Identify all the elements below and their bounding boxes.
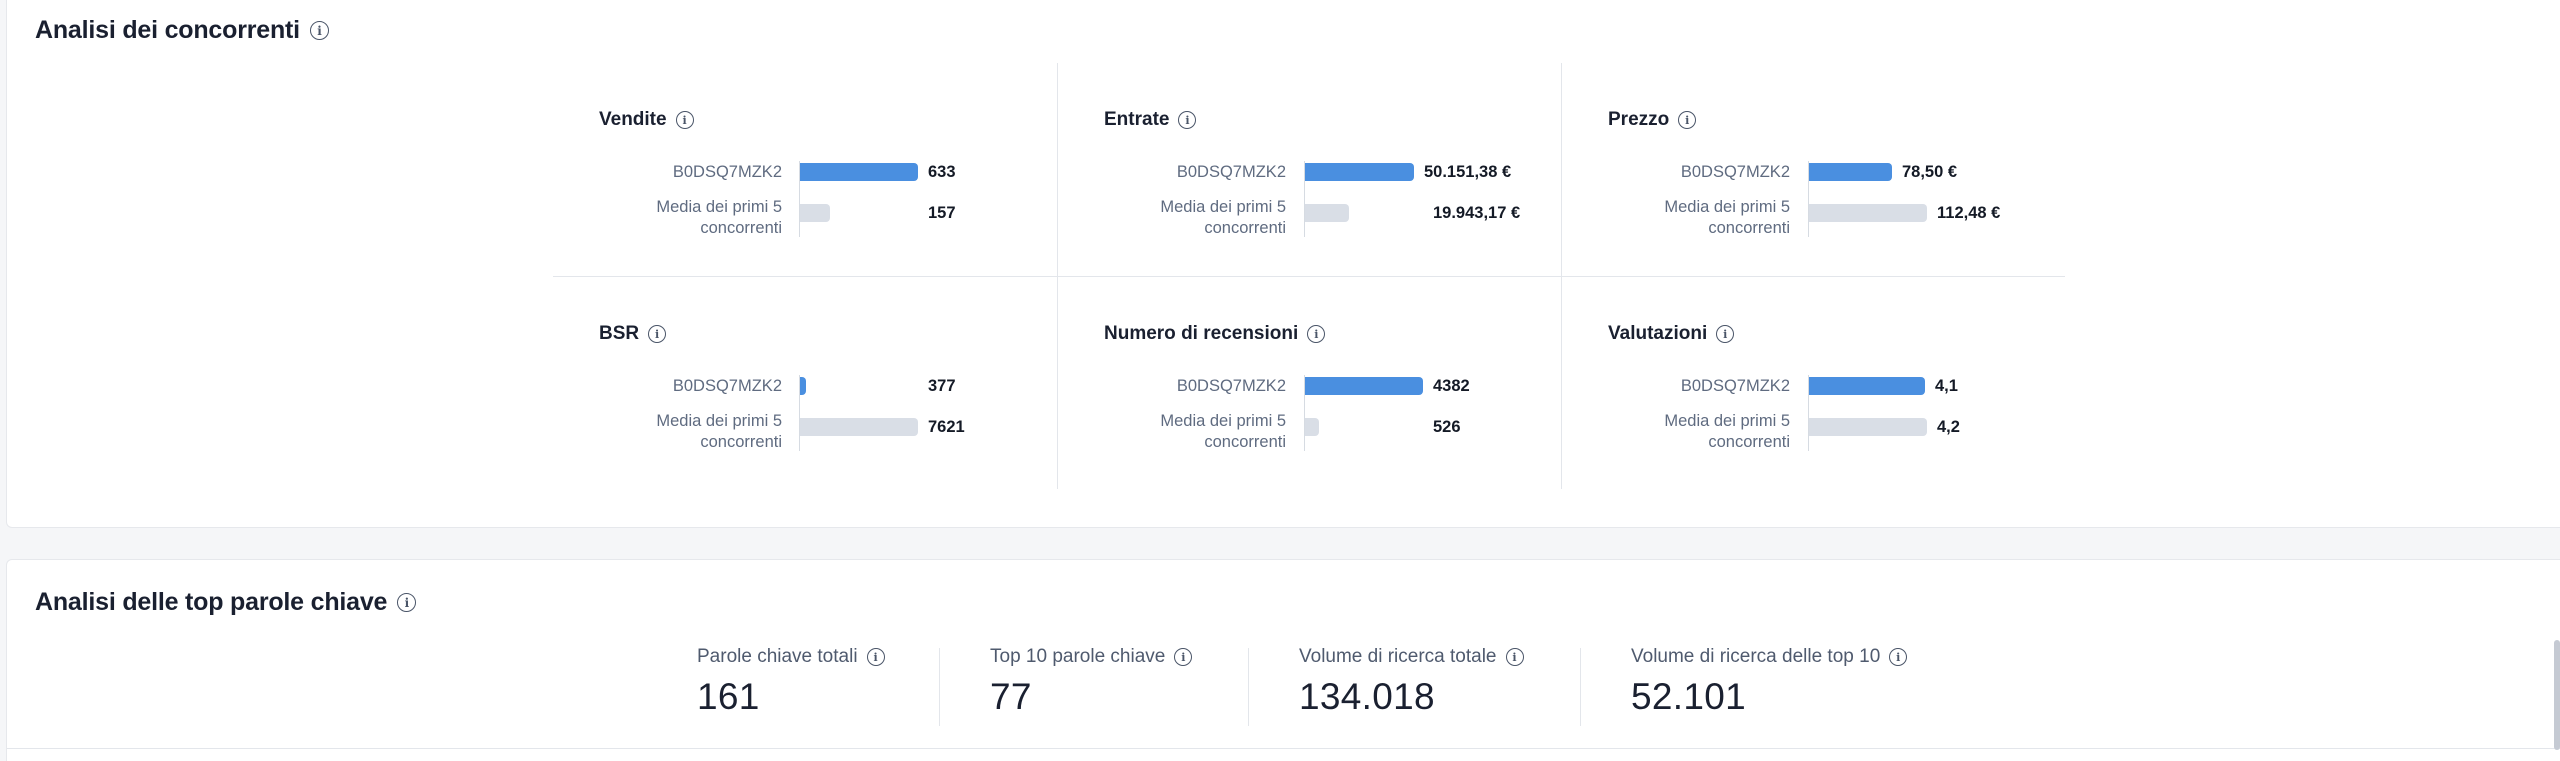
metric-title: Entrate i [1104, 109, 1197, 131]
kpi-divider [939, 648, 940, 726]
info-icon[interactable]: i [1889, 648, 1908, 666]
info-icon[interactable]: i [648, 325, 667, 343]
metric-title: BSR i [599, 323, 667, 345]
competitor-average-bar [1809, 204, 1927, 222]
info-icon[interactable]: i [1678, 111, 1697, 129]
metric-title: Valutazioni i [1608, 323, 1735, 345]
product-bar [1305, 163, 1414, 181]
top-keywords-title: Analisi delle top parole chiave i [35, 588, 417, 617]
product-bar [1809, 377, 1925, 395]
kpi-value: 77 [990, 676, 1032, 717]
product-value: 4382 [1433, 377, 1470, 395]
product-label: B0DSQ7MZK2 [1680, 377, 1790, 395]
info-icon[interactable]: i [397, 593, 417, 612]
competitor-analysis-card: Analisi dei concorrenti i Vendite i B0DSQ7… [6, 0, 2560, 528]
product-bar [800, 377, 806, 395]
competitor-average-label: Media dei primi 5 concorrenti [1664, 412, 1790, 451]
product-label: B0DSQ7MZK2 [1176, 163, 1286, 181]
metric-cell: BSR i B0DSQ7MZK2 Media dei primi 5 concorre… [553, 276, 1057, 489]
info-icon[interactable]: i [1505, 648, 1524, 666]
product-value: 377 [928, 377, 956, 395]
product-value: 4,1 [1935, 377, 1958, 395]
info-icon[interactable]: i [1307, 325, 1326, 343]
competitor-average-label: Media dei primi 5 concorrenti [1160, 198, 1286, 237]
kpi-label: Top 10 parole chiave [990, 646, 1166, 667]
kpi-label: Volume di ricerca delle top 10 [1631, 646, 1881, 667]
competitor-average-bar [800, 204, 830, 222]
kpi-top10-keywords: Top 10 parole chiave i 77 [990, 646, 1193, 724]
keyword-kpis: Parole chiave totali i 161 Top 10 parole … [7, 646, 2560, 726]
metric-title: Numero di recensioni i [1104, 323, 1326, 345]
info-icon[interactable]: i [1174, 648, 1193, 666]
bar-axis [799, 161, 800, 237]
metric-title: Prezzo i [1608, 109, 1697, 131]
kpi-divider [1580, 648, 1581, 726]
metric-title-text: Numero di recensioni [1104, 323, 1299, 344]
bar-axis [1304, 375, 1305, 451]
competitor-analysis-title: Analisi dei concorrenti i [35, 16, 329, 45]
kpi-total-search-volume: Volume di ricerca totale i 134.018 [1299, 646, 1524, 724]
info-icon[interactable]: i [1178, 111, 1197, 129]
page-scrollbar[interactable] [2554, 640, 2560, 750]
bar-axis [799, 375, 800, 451]
competitor-average-bar [1809, 418, 1927, 436]
metric-title-text: Prezzo [1608, 109, 1670, 130]
metric-title: Vendite i [599, 109, 694, 131]
product-label: B0DSQ7MZK2 [672, 163, 782, 181]
kpi-value: 161 [697, 676, 760, 717]
section-divider [7, 748, 2560, 749]
bar-axis [1808, 161, 1809, 237]
metric-title-text: BSR [599, 323, 640, 344]
product-label: B0DSQ7MZK2 [1680, 163, 1790, 181]
competitor-average-value: 4,2 [1937, 418, 1960, 436]
competitor-average-label: Media dei primi 5 concorrenti [1160, 412, 1286, 451]
product-bar [1809, 163, 1892, 181]
product-value: 633 [928, 163, 956, 181]
metric-cell: Valutazioni i B0DSQ7MZK2 Media dei primi 5 … [1561, 276, 2065, 489]
kpi-label: Volume di ricerca totale [1299, 646, 1497, 667]
metric-cell: Numero di recensioni i B0DSQ7MZK2 Media dei… [1057, 276, 1561, 489]
kpi-total-keywords: Parole chiave totali i 161 [697, 646, 885, 724]
kpi-value: 134.018 [1299, 676, 1435, 717]
competitor-average-bar [1305, 418, 1319, 436]
product-label: B0DSQ7MZK2 [1176, 377, 1286, 395]
competitor-average-label: Media dei primi 5 concorrenti [1664, 198, 1790, 237]
kpi-divider [1248, 648, 1249, 726]
competitor-average-value: 112,48 € [1937, 204, 2001, 222]
metric-title-text: Entrate [1104, 109, 1170, 130]
competitor-average-value: 19.943,17 € [1433, 204, 1521, 222]
metric-cell: Vendite i B0DSQ7MZK2 Media dei primi 5 conc… [553, 63, 1057, 276]
competitor-average-value: 526 [1433, 418, 1461, 436]
metric-cell: Prezzo i B0DSQ7MZK2 Media dei primi 5 conco… [1561, 63, 2065, 276]
competitor-analysis-title-text: Analisi dei concorrenti [35, 16, 300, 44]
product-label: B0DSQ7MZK2 [672, 377, 782, 395]
info-icon[interactable]: i [309, 21, 329, 40]
info-icon[interactable]: i [1716, 325, 1735, 343]
competitor-average-bar [1305, 204, 1349, 222]
product-value: 50.151,38 € [1424, 163, 1512, 181]
bar-axis [1808, 375, 1809, 451]
info-icon[interactable]: i [675, 111, 694, 129]
kpi-label: Parole chiave totali [697, 646, 858, 667]
product-bar [800, 163, 918, 181]
metric-title-text: Valutazioni [1608, 323, 1708, 344]
competitor-average-label: Media dei primi 5 concorrenti [656, 198, 782, 237]
competitor-average-bar [800, 418, 918, 436]
info-icon[interactable]: i [866, 648, 885, 666]
top-keywords-title-text: Analisi delle top parole chiave [35, 588, 388, 616]
bar-axis [1304, 161, 1305, 237]
top-keywords-card: Analisi delle top parole chiave i Parole… [6, 559, 2560, 761]
competitor-average-value: 7621 [928, 418, 965, 436]
product-value: 78,50 € [1902, 163, 1958, 181]
product-bar [1305, 377, 1423, 395]
competitor-metrics-grid: Vendite i B0DSQ7MZK2 Media dei primi 5 conc… [553, 63, 2065, 491]
competitor-average-label: Media dei primi 5 concorrenti [656, 412, 782, 451]
competitor-average-value: 157 [928, 204, 956, 222]
metric-cell: Entrate i B0DSQ7MZK2 Media dei primi 5 conc… [1057, 63, 1561, 276]
metric-title-text: Vendite [599, 109, 667, 130]
kpi-top10-search-volume: Volume di ricerca delle top 10 i 52.101 [1631, 646, 1908, 724]
kpi-value: 52.101 [1631, 676, 1746, 717]
